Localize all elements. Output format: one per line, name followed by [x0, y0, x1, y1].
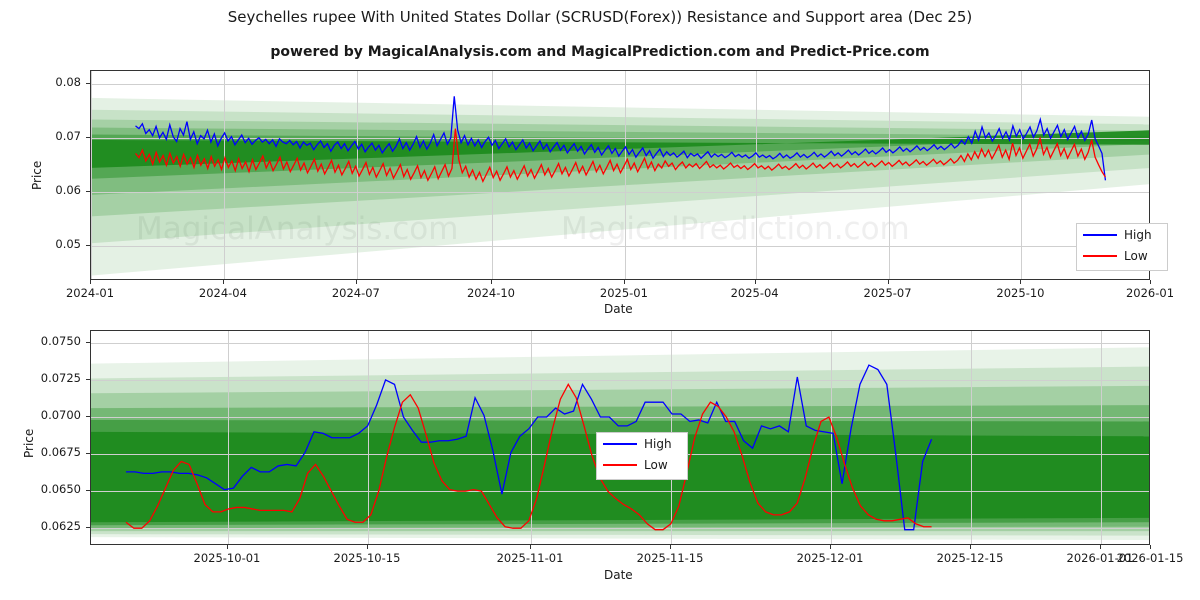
gridline-horizontal: [91, 192, 1149, 194]
gridline-vertical: [356, 71, 358, 279]
gridline-vertical: [888, 71, 890, 279]
gridline-horizontal: [91, 138, 1149, 140]
y-tick-label: 0.0750: [40, 333, 81, 348]
top-plot-area: MagicalAnalysis.com MagicalPrediction.com…: [90, 70, 1150, 280]
x-tick-label: 2025-12-15: [936, 551, 1004, 565]
y-tick-label: 0.0650: [40, 482, 81, 497]
gridline-horizontal: [91, 528, 1149, 530]
gridline-vertical: [971, 331, 972, 544]
x-tick-label: 2025-01: [599, 286, 648, 300]
y-tickmark: [86, 245, 90, 246]
y-tick-label: 0.07: [55, 129, 81, 144]
gridline-vertical: [227, 331, 229, 544]
bottom-chart-legend: High Low: [596, 432, 688, 480]
x-tickmark: [530, 545, 531, 549]
x-tickmark: [670, 545, 672, 549]
gridline-vertical: [755, 71, 757, 279]
x-tickmark: [970, 545, 971, 549]
bottom-chart-panel: MagicalAnalysis.comMagicalPrediction.com…: [0, 320, 1200, 600]
gridline-vertical: [1100, 331, 1102, 544]
legend-label: Low: [644, 457, 668, 472]
x-tickmark: [222, 280, 224, 284]
y-tick-label: 0.0625: [40, 519, 81, 534]
y-tick-label: 0.06: [55, 183, 81, 198]
gridline-vertical: [223, 71, 225, 279]
page-title: Seychelles rupee With United States Doll…: [227, 8, 973, 26]
x-tick-label: 2026-01-15: [1116, 551, 1184, 565]
gridline-horizontal: [91, 84, 1149, 86]
top-xaxis-title: Date: [604, 302, 633, 316]
top-chart-legend-item-high[interactable]: High: [1077, 224, 1167, 245]
y-tickmark: [86, 416, 90, 417]
y-tick-label: 0.05: [55, 237, 81, 251]
top-chart-legend-item-low[interactable]: Low: [1077, 245, 1167, 266]
gridline-vertical: [1021, 71, 1023, 279]
y-tickmark: [86, 191, 90, 193]
legend-swatch-high-icon: [1083, 233, 1117, 236]
x-tickmark: [1099, 545, 1101, 549]
y-tickmark: [86, 490, 90, 492]
y-tick-label: 0.0700: [40, 408, 81, 422]
x-tick-label: 2025-11-01: [496, 551, 564, 565]
x-tickmark: [829, 545, 831, 549]
legend-label: High: [644, 436, 672, 451]
gridline-horizontal: [91, 491, 1149, 493]
x-tickmark: [754, 280, 756, 284]
gridline-horizontal: [91, 379, 1149, 381]
y-tick-label: 0.08: [55, 75, 81, 90]
x-tick-label: 2024-07: [331, 286, 380, 300]
x-tickmark: [226, 545, 228, 549]
gridline-vertical: [91, 71, 92, 279]
x-tickmark: [355, 280, 357, 284]
x-tick-label: 2025-10: [996, 286, 1045, 300]
gridline-horizontal: [91, 342, 1149, 344]
x-tick-label: 2025-10-15: [333, 551, 401, 565]
x-tick-label: 2025-07: [863, 286, 912, 300]
x-tickmark: [366, 545, 368, 549]
gridline-vertical: [624, 71, 626, 279]
y-tickmark: [86, 341, 90, 343]
page-subtitle: powered by MagicalAnalysis.com and Magic…: [270, 44, 930, 60]
bottom-xaxis-title: Date: [604, 568, 633, 582]
y-tickmark: [86, 83, 90, 85]
legend-swatch-low-icon: [1083, 254, 1117, 257]
y-tick-label: 0.0725: [40, 370, 81, 385]
x-tick-label: 2026-01-01: [1066, 551, 1134, 565]
x-tickmark: [490, 280, 492, 284]
y-tickmark: [86, 527, 90, 529]
x-tick-label: 2025-10-01: [193, 551, 261, 565]
y-tick-label: 0.0675: [40, 445, 81, 460]
gridline-vertical: [531, 331, 532, 544]
x-tick-label: 2024-01: [65, 286, 115, 300]
x-tick-label: 2025-04: [730, 286, 779, 300]
x-tickmark: [90, 280, 91, 284]
gridline-horizontal: [91, 417, 1149, 418]
y-tickmark: [86, 137, 90, 139]
x-tickmark: [1020, 280, 1022, 284]
gridline-vertical: [830, 331, 832, 544]
legend-label: High: [1124, 227, 1152, 242]
legend-swatch-low-icon: [603, 463, 637, 466]
y-tickmark: [86, 378, 90, 380]
x-tick-label: 2025-12-01: [796, 551, 864, 565]
x-tickmark: [1150, 280, 1151, 284]
x-tickmark: [887, 280, 889, 284]
bottom-chart-legend-item-low[interactable]: Low: [597, 454, 687, 475]
x-tickmark: [1150, 545, 1151, 549]
legend-swatch-high-icon: [603, 442, 637, 445]
x-tick-label: 2025-11-15: [636, 551, 704, 565]
gridline-vertical: [367, 331, 369, 544]
x-tick-label: 2026-01: [1125, 286, 1175, 300]
top-chart-panel: MagicalAnalysis.com MagicalPrediction.com…: [0, 60, 1200, 316]
top-chart-legend: High Low: [1076, 223, 1168, 271]
x-tick-label: 2024-10: [466, 286, 516, 300]
y-tickmark: [86, 453, 90, 455]
legend-label: Low: [1124, 248, 1148, 263]
x-tickmark: [623, 280, 625, 284]
x-tick-label: 2024-04: [198, 286, 247, 300]
gridline-horizontal: [91, 246, 1149, 247]
bottom-chart-legend-item-high[interactable]: High: [597, 433, 687, 454]
